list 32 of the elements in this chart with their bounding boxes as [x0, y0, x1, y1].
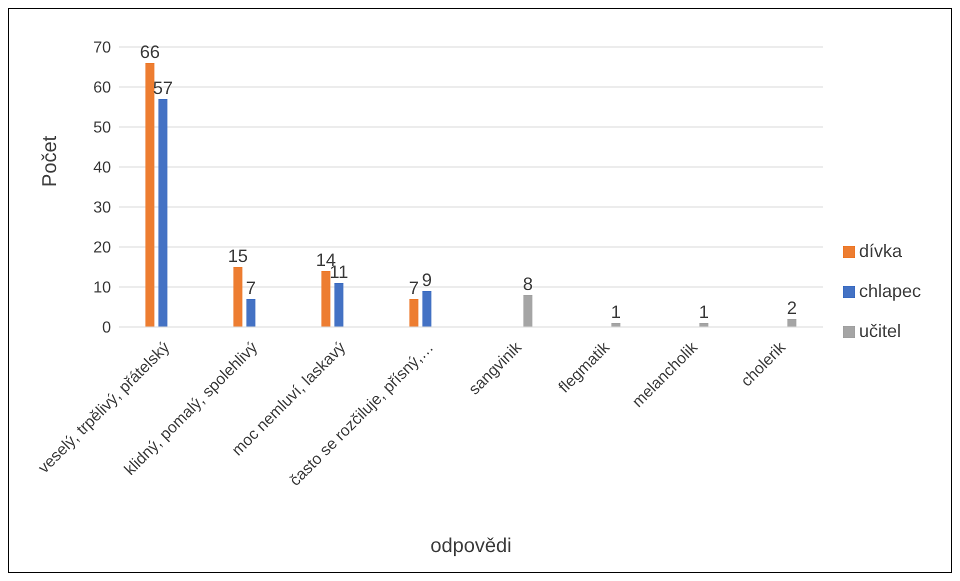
- legend-label: dívka: [858, 240, 902, 260]
- legend-label: učitel: [858, 320, 901, 340]
- bar: [334, 283, 344, 327]
- y-tick-label: 70: [93, 40, 112, 57]
- data-label: 7: [246, 278, 256, 298]
- bar: [422, 291, 432, 327]
- data-label: 7: [408, 278, 419, 298]
- data-label: 66: [140, 42, 160, 62]
- bar: [145, 63, 154, 327]
- bar: [321, 271, 330, 327]
- data-label: 1: [698, 302, 709, 322]
- y-tick-label: 10: [93, 280, 112, 297]
- x-axis-title: odpovědi: [430, 535, 512, 557]
- y-axis-title: Počet: [39, 135, 62, 187]
- bar: [523, 295, 532, 327]
- data-label: 1: [610, 302, 621, 322]
- y-tick-label: 50: [93, 120, 112, 137]
- y-tick-label: 30: [93, 200, 112, 217]
- bar: [158, 99, 168, 327]
- bar: [246, 299, 256, 327]
- data-label: 15: [228, 246, 248, 266]
- legend-label: chlapec: [858, 280, 921, 300]
- data-label: 2: [786, 298, 797, 318]
- bar: [787, 319, 796, 327]
- y-tick-label: 60: [93, 80, 112, 97]
- data-label: 9: [422, 270, 432, 290]
- bar: [233, 267, 242, 327]
- bar: [409, 299, 418, 327]
- data-label: 8: [522, 274, 533, 294]
- y-tick-label: 20: [93, 240, 112, 257]
- y-tick-label: 40: [93, 160, 112, 177]
- y-tick-label: 0: [102, 320, 112, 337]
